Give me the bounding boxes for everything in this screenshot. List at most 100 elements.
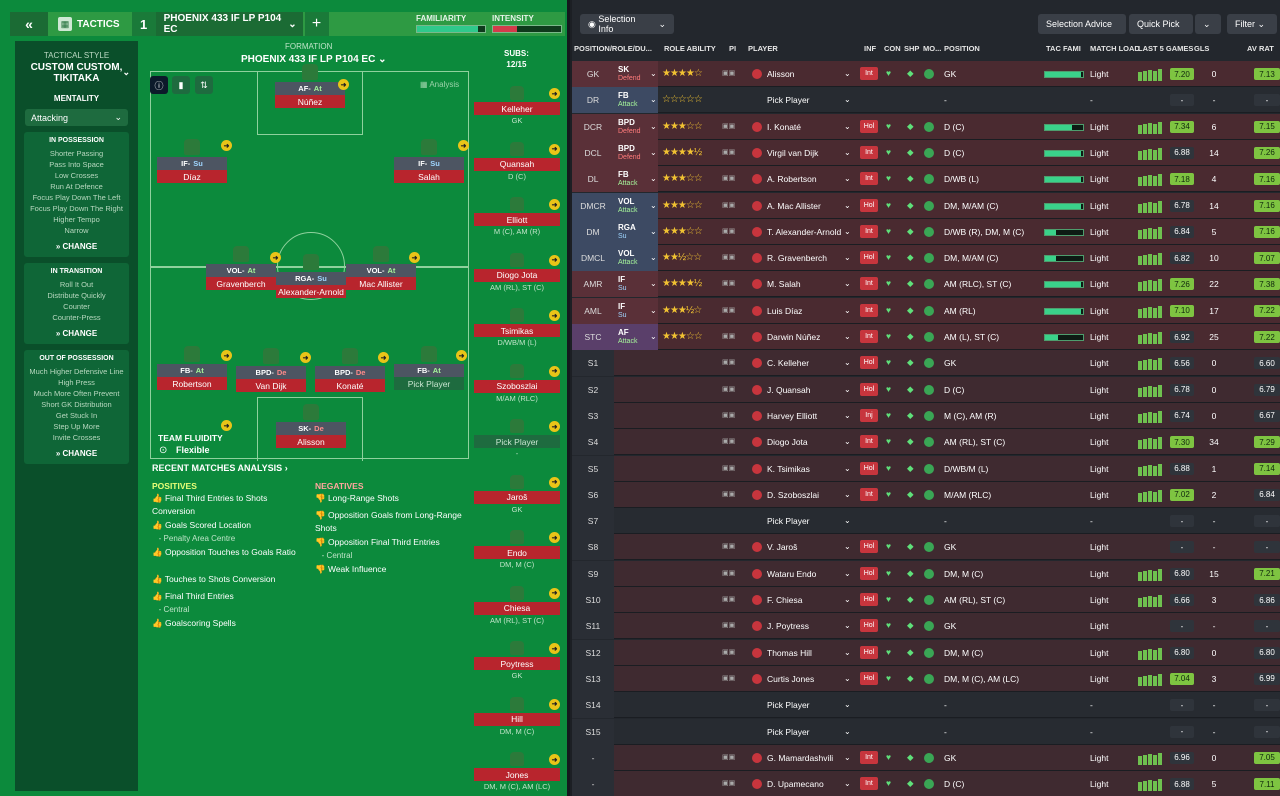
- sub-player-card[interactable]: Kelleher GK: [474, 86, 560, 125]
- player-chevron-icon[interactable]: ⌄: [844, 437, 851, 447]
- table-row[interactable]: DMCL VOL Attack ⌄ ★★½☆☆ ▣▣ R. Gravenberch ⌄ Hol ♥…: [572, 245, 1280, 272]
- chevron-down-icon[interactable]: ⌄: [650, 121, 657, 131]
- table-row[interactable]: S10 ▣▣ F. Chiesa ⌄ Hol ♥ ◆ AM (RL), ST (C) Light…: [572, 587, 1280, 613]
- table-row[interactable]: S11 ▣▣ J. Poytress ⌄ Hol ♥ ◆ GK Light - - -: [572, 613, 1280, 640]
- role-cell[interactable]: IF Su: [614, 271, 658, 298]
- player-name[interactable]: Pick Player: [767, 95, 810, 106]
- table-row[interactable]: DR FB Attack ⌄ ☆☆☆☆☆ Pick Player ⌄ - - - - -: [572, 87, 1280, 114]
- in-transition-change-button[interactable]: » CHANGE: [55, 329, 98, 338]
- player-chevron-icon[interactable]: ⌄: [844, 516, 851, 526]
- table-row[interactable]: S13 ▣▣ Curtis Jones ⌄ Hol ♥ ◆ DM, M (C), AM (LC…: [572, 665, 1280, 692]
- quick-pick-chevron[interactable]: ⌄: [1195, 14, 1221, 34]
- table-row[interactable]: S3 ▣▣ Harvey Elliott ⌄ Inj ♥ ◆ M (C), AM (R) Lig…: [572, 402, 1280, 429]
- table-row[interactable]: S1 ▣▣ C. Kelleher ⌄ Hol ♥ ◆ GK Light 6.56 0 6.60: [572, 350, 1280, 377]
- player-chevron-icon[interactable]: ⌄: [844, 621, 851, 631]
- player-instructions-icon[interactable]: ▣▣: [722, 411, 736, 419]
- table-row[interactable]: S6 ▣▣ D. Szoboszlai ⌄ Int ♥ ◆ M/AM (RLC) Light 7.…: [572, 481, 1280, 508]
- player-name[interactable]: Pick Player: [767, 700, 810, 711]
- recent-matches-analysis-link[interactable]: RECENT MATCHES ANALYSIS ›: [152, 463, 288, 473]
- selection-info-dropdown[interactable]: ◉ Selection Info ⌄: [580, 14, 674, 34]
- table-row[interactable]: S8 ▣▣ V. Jaroš ⌄ Hol ♥ ◆ GK Light - - -: [572, 534, 1280, 561]
- back-button[interactable]: «: [10, 12, 48, 36]
- player-chevron-icon[interactable]: ⌄: [844, 174, 851, 184]
- player-chevron-icon[interactable]: ⌄: [844, 647, 851, 657]
- player-instructions-icon[interactable]: ▣▣: [722, 596, 736, 603]
- pitch-player-card[interactable]: VOL - At Mac Allister: [346, 246, 416, 290]
- pitch-player-card[interactable]: IF - Su Salah: [394, 139, 464, 183]
- player-instructions-icon[interactable]: ▣▣: [722, 438, 736, 446]
- column-header[interactable]: PI: [729, 44, 737, 53]
- player-name[interactable]: Alisson: [767, 69, 795, 79]
- player-chevron-icon[interactable]: ⌄: [844, 463, 851, 473]
- player-chevron-icon[interactable]: ⌄: [844, 200, 851, 210]
- player-chevron-icon[interactable]: ⌄: [844, 726, 851, 736]
- sub-player-card[interactable]: Diogo Jota AM (RL), ST (C): [474, 252, 560, 292]
- player-name[interactable]: Darwin Núñez: [767, 332, 821, 342]
- pitch-player-card[interactable]: RGA - Su Alexander-Arnold: [276, 254, 346, 298]
- player-chevron-icon[interactable]: ⌄: [844, 595, 851, 604]
- role-cell[interactable]: VOL Attack: [614, 245, 658, 272]
- chart-icon[interactable]: ▮: [172, 76, 190, 94]
- sub-player-card[interactable]: Elliott M (C), AM (R): [474, 197, 560, 236]
- player-instructions-icon[interactable]: ▣▣: [722, 280, 736, 288]
- pitch-player-card[interactable]: SK - De Alisson: [276, 404, 346, 448]
- player-chevron-icon[interactable]: ⌄: [844, 542, 851, 552]
- player-chevron-icon[interactable]: ⌄: [844, 253, 851, 263]
- add-tactic-button[interactable]: +: [304, 12, 329, 36]
- info-icon[interactable]: ⓘ: [150, 76, 168, 94]
- player-name[interactable]: Wataru Endo: [767, 568, 817, 579]
- out-possession-change-button[interactable]: » CHANGE: [55, 449, 98, 458]
- player-instructions-icon[interactable]: ▣▣: [722, 464, 736, 472]
- tactic-slot-number[interactable]: 1: [131, 12, 156, 36]
- table-row[interactable]: DL FB Attack ⌄ ★★★☆☆ ▣▣ A. Robertson ⌄ Int ♥ ◆ D/WB…: [572, 166, 1280, 193]
- pitch-player-card[interactable]: VOL - At Gravenberch: [206, 246, 276, 290]
- sub-player-card[interactable]: Pick Player -: [474, 419, 560, 458]
- chevron-down-icon[interactable]: ⌄: [650, 226, 657, 236]
- column-header[interactable]: INF: [864, 44, 877, 53]
- pitch-player-card[interactable]: BPD - De Konaté: [315, 348, 385, 392]
- chevron-down-icon[interactable]: ⌄: [650, 332, 657, 341]
- pitch-player-card[interactable]: BPD - De Van Dijk: [236, 348, 306, 392]
- player-instructions-icon[interactable]: ▣▣: [722, 543, 736, 551]
- table-row[interactable]: GK SK Defend ⌄ ★★★★☆ ▣▣ Alisson ⌄ Int ♥ ◆ GK Light 7.…: [572, 61, 1280, 87]
- player-instructions-icon[interactable]: ▣▣: [722, 70, 736, 77]
- player-name[interactable]: J. Quansah: [767, 384, 811, 395]
- sub-player-card[interactable]: Szoboszlai M/AM (RLC): [474, 363, 560, 403]
- player-instructions-icon[interactable]: ▣▣: [722, 674, 736, 682]
- column-header[interactable]: POSITION: [944, 44, 980, 53]
- player-name[interactable]: A. Mac Allister: [767, 200, 821, 211]
- column-header[interactable]: AV RAT: [1247, 44, 1274, 53]
- player-chevron-icon[interactable]: ⌄: [844, 410, 851, 420]
- table-row[interactable]: DMCR VOL Attack ⌄ ★★★☆☆ ▣▣ A. Mac Allister ⌄ Hol…: [572, 192, 1280, 219]
- player-chevron-icon[interactable]: ⌄: [844, 332, 851, 341]
- role-cell[interactable]: SK Defend: [614, 61, 658, 87]
- sub-player-card[interactable]: Endo DM, M (C): [474, 530, 560, 569]
- table-row[interactable]: S7 Pick Player ⌄ - - - - -: [572, 508, 1280, 535]
- player-instructions-icon[interactable]: ▣▣: [722, 648, 736, 656]
- player-instructions-icon[interactable]: ▣▣: [722, 227, 736, 235]
- table-row[interactable]: AML IF Su ⌄ ★★★½☆ ▣▣ Luis Díaz ⌄ Int ♥ ◆ AM (RL) Lig…: [572, 297, 1280, 324]
- player-instructions-icon[interactable]: ▣▣: [722, 254, 736, 262]
- table-row[interactable]: DM RGA Su ⌄ ★★★☆☆ ▣▣ T. Alexander-Arnold ⌄ Int ♥ ◆…: [572, 218, 1280, 245]
- column-header[interactable]: GLS: [1194, 44, 1210, 53]
- column-header[interactable]: POSITION/ROLE/DU...: [574, 44, 652, 53]
- player-name[interactable]: I. Konaté: [767, 121, 802, 132]
- sub-player-card[interactable]: Hill DM, M (C): [474, 696, 560, 736]
- player-chevron-icon[interactable]: ⌄: [844, 700, 851, 710]
- role-cell[interactable]: BPD Defend: [614, 139, 658, 166]
- player-name[interactable]: M. Salah: [767, 279, 801, 290]
- column-header[interactable]: PLAYER: [748, 44, 778, 53]
- table-row[interactable]: S2 ▣▣ J. Quansah ⌄ Hol ♥ ◆ D (C) Light 6.78 0 6.79: [572, 376, 1280, 403]
- player-instructions-icon[interactable]: ▣▣: [722, 490, 736, 498]
- player-chevron-icon[interactable]: ⌄: [844, 752, 851, 762]
- table-row[interactable]: S14 Pick Player ⌄ - - - - -: [572, 692, 1280, 719]
- table-row[interactable]: S12 ▣▣ Thomas Hill ⌄ Hol ♥ ◆ DM, M (C) Light 6.80…: [572, 639, 1280, 666]
- column-header[interactable]: SHP: [904, 44, 920, 53]
- player-chevron-icon[interactable]: ⌄: [844, 305, 851, 315]
- player-chevron-icon[interactable]: ⌄: [844, 779, 851, 789]
- player-instructions-icon[interactable]: ▣▣: [722, 622, 736, 630]
- mentality-dropdown[interactable]: Attacking ⌄: [25, 109, 128, 126]
- role-cell[interactable]: BPD Defend: [614, 113, 658, 140]
- player-chevron-icon[interactable]: ⌄: [844, 489, 851, 499]
- player-instructions-icon[interactable]: ▣▣: [722, 359, 736, 367]
